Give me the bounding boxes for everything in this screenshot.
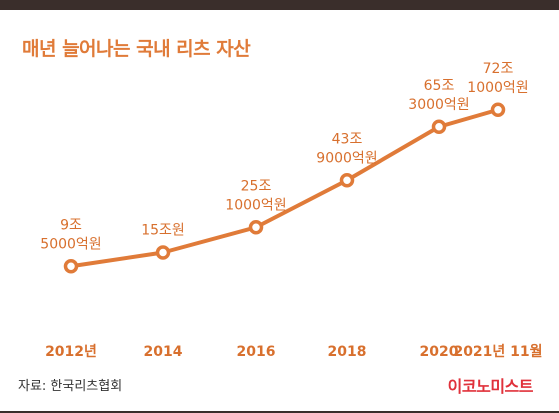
x-tick-label: 2016 — [237, 344, 276, 360]
data-label: 9000억원 — [316, 150, 377, 166]
x-tick-label: 2020 — [420, 344, 459, 360]
data-point — [248, 220, 264, 235]
x-tick-label: 2014 — [144, 344, 183, 360]
x-tick-label: 2018 — [328, 344, 367, 360]
data-label: 25조 — [241, 178, 272, 194]
publisher-logo: 이코노미스트 — [447, 377, 534, 396]
data-label: 1000억원 — [225, 197, 286, 213]
data-point — [339, 173, 355, 188]
top-border — [0, 0, 559, 10]
data-point — [155, 245, 171, 260]
data-label: 9조 — [60, 217, 82, 233]
x-tick-label: 2021년 11월 — [453, 343, 542, 360]
series-line — [69, 107, 500, 269]
data-point — [490, 102, 506, 117]
data-label: 65조 — [424, 78, 455, 94]
data-point — [63, 259, 79, 274]
data-label: 3000억원 — [408, 97, 469, 113]
data-label: 72조 — [483, 61, 514, 77]
bottom-border — [0, 411, 559, 413]
data-label: 15조원 — [141, 223, 185, 239]
data-point — [431, 119, 447, 134]
data-label: 1000억원 — [467, 80, 528, 96]
data-label: 43조 — [332, 131, 363, 147]
source-note: 자료: 한국리츠협회 — [18, 379, 123, 394]
chart-title: 매년 늘어나는 국내 리츠 자산 — [22, 38, 251, 60]
data-label: 5000억원 — [40, 236, 101, 252]
x-tick-label: 2012년 — [45, 344, 97, 360]
